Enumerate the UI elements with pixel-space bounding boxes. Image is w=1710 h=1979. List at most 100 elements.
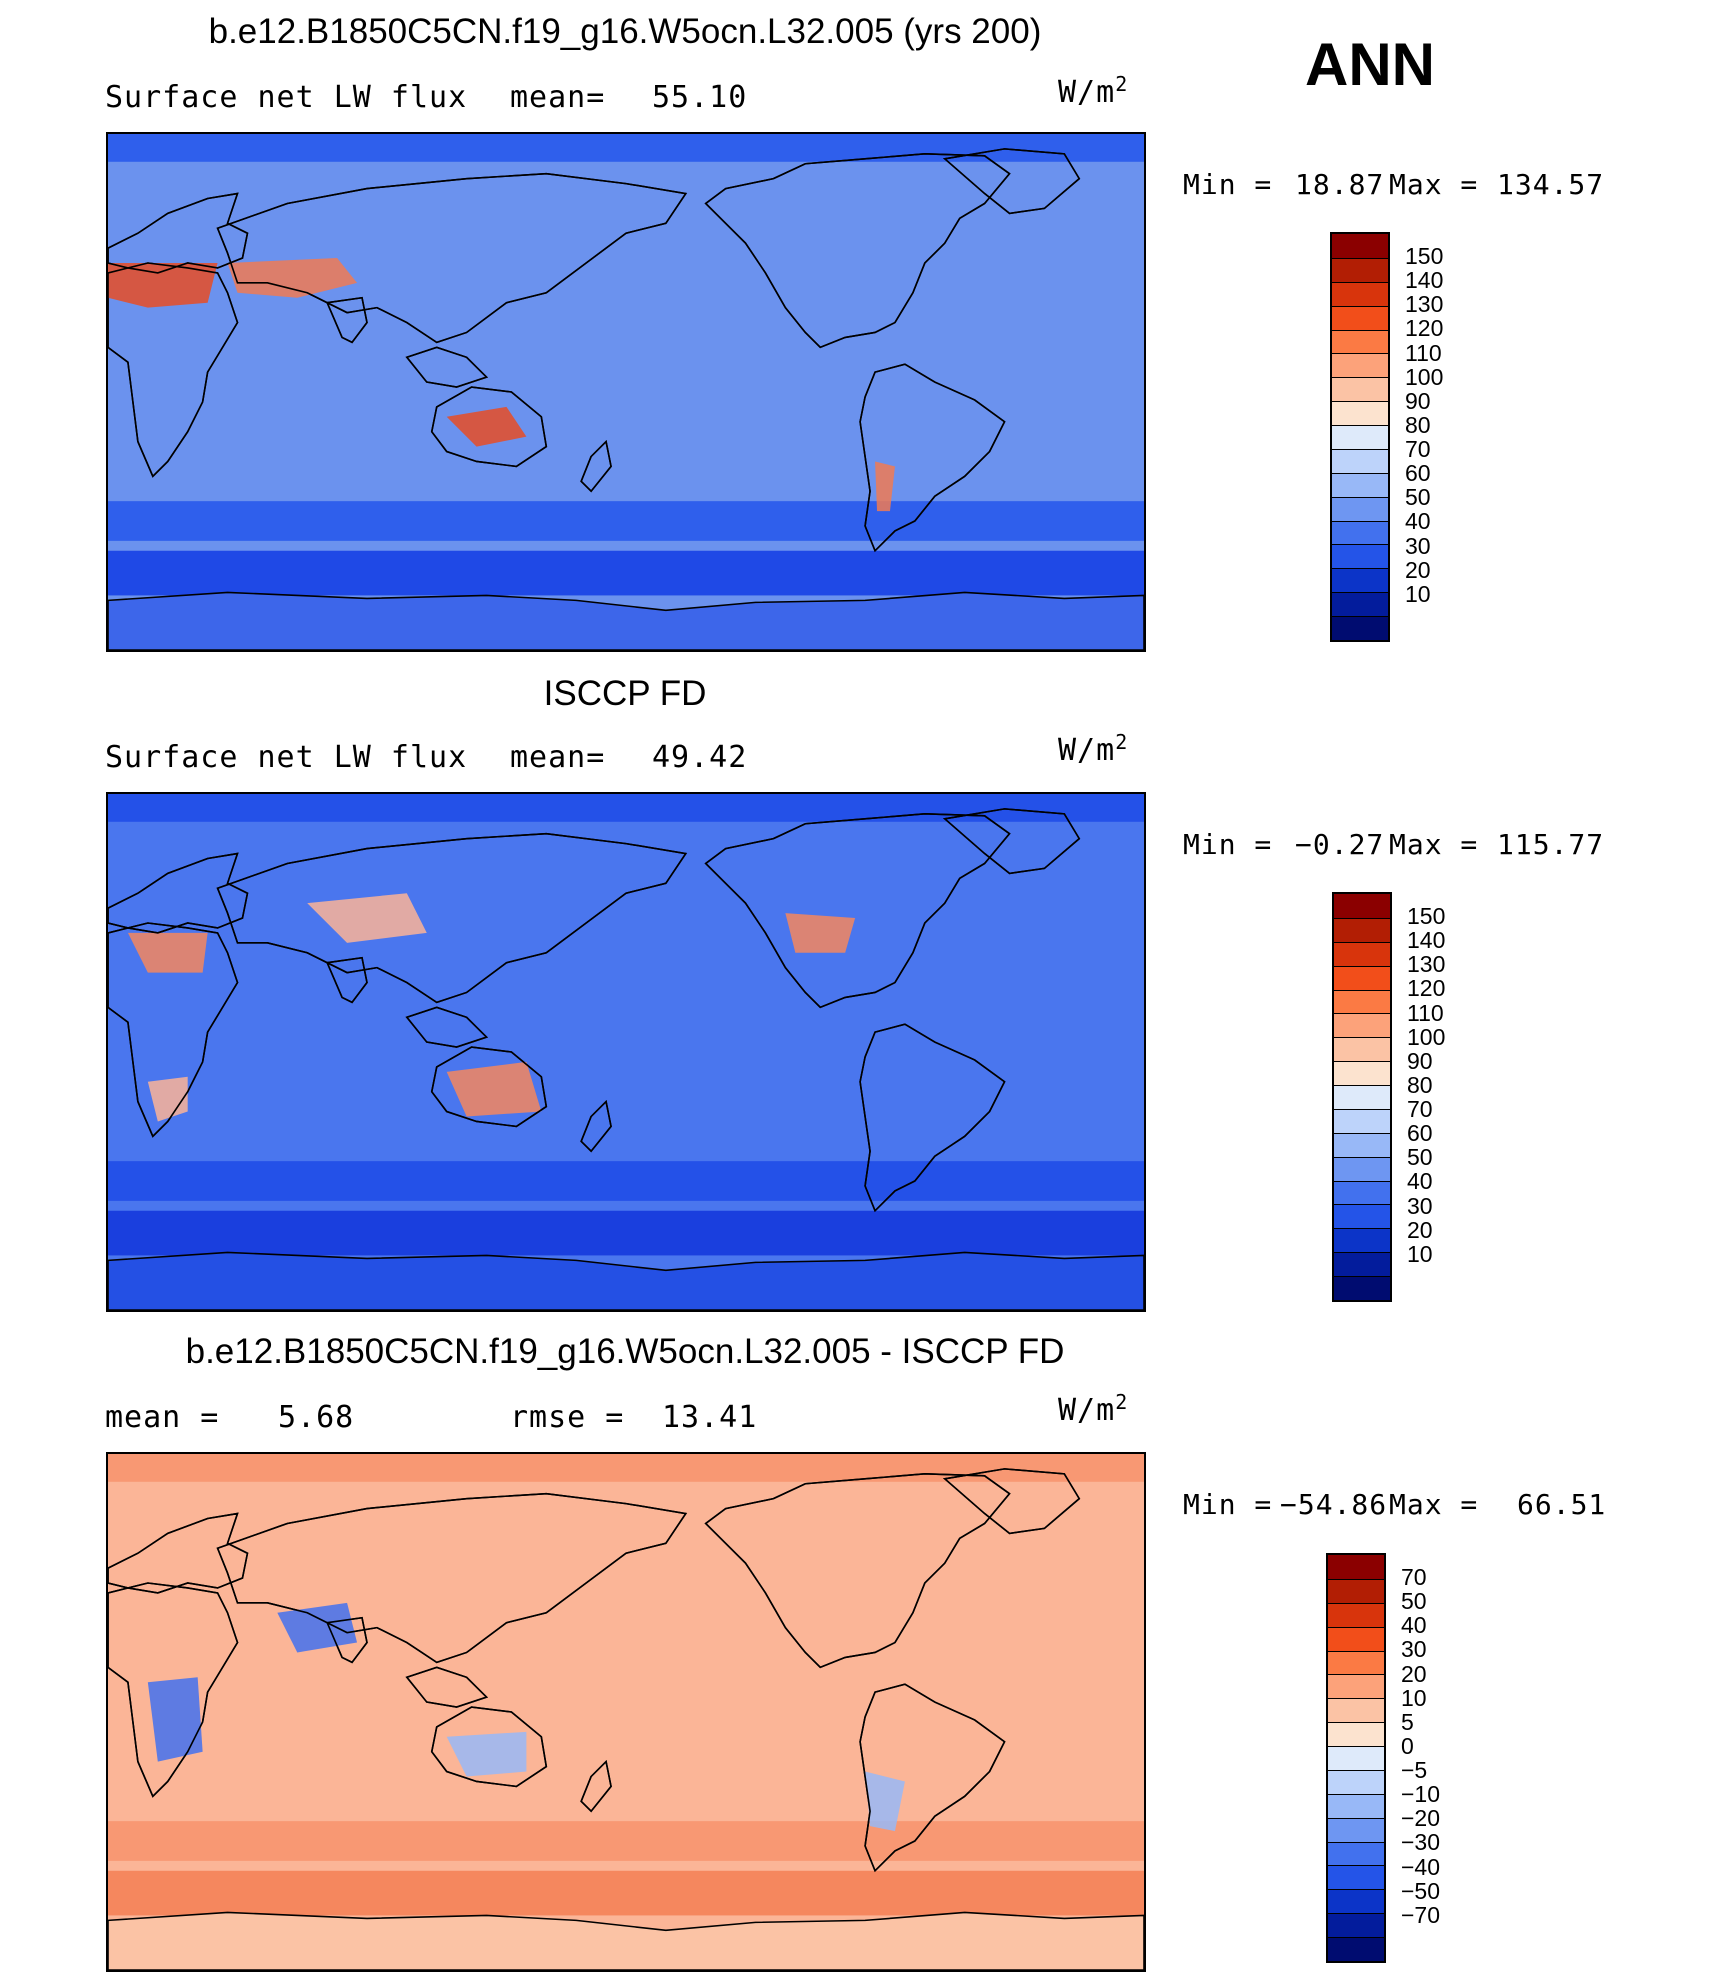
contour-region	[307, 893, 427, 943]
colorbar-swatch	[1334, 1156, 1390, 1181]
panel-obs-title: ISCCP FD	[543, 674, 707, 713]
coastline-europe	[108, 192, 249, 274]
colorbar-tick-label: 20	[1405, 556, 1431, 583]
coastline-africa	[108, 1582, 239, 1798]
zonal-band	[108, 501, 1144, 541]
panel-diff-colorbar	[1326, 1553, 1386, 1963]
colorbar-swatch	[1332, 401, 1388, 426]
zonal-band	[108, 1161, 1144, 1201]
panel-diff-max-value: 66.51	[1517, 1488, 1607, 1521]
colorbar-tick-label: −70	[1401, 1901, 1441, 1928]
colorbar-swatch	[1334, 1037, 1390, 1062]
colorbar-swatch	[1332, 234, 1388, 258]
continent-antarctica	[108, 1911, 1144, 1970]
contour-region	[446, 1061, 542, 1117]
colorbar-tick-label: 50	[1407, 1144, 1433, 1171]
panel-model-colorbar	[1330, 232, 1390, 642]
colorbar-swatch	[1328, 1937, 1384, 1961]
zonal-band	[108, 1210, 1144, 1256]
panel-obs-min-label: Min =	[1183, 828, 1273, 861]
colorbar-swatch	[1332, 544, 1388, 569]
colorbar-tick-label: 90	[1405, 387, 1431, 414]
colorbar-swatch	[1334, 894, 1390, 918]
colorbar-swatch	[1332, 592, 1388, 617]
colorbar-tick-label: 120	[1405, 315, 1444, 342]
colorbar-tick-label: −30	[1401, 1829, 1441, 1856]
panel-diff-rmse-label: rmse =	[510, 1400, 625, 1435]
panel-diff-min-label: Min =	[1183, 1488, 1273, 1521]
colorbar-tick-label: 150	[1405, 243, 1444, 270]
colorbar-tick-label: 50	[1405, 484, 1431, 511]
panel-model-mean-value: 55.10	[652, 80, 748, 115]
coastline-greenland	[942, 1468, 1081, 1535]
coastline-africa	[108, 262, 239, 478]
colorbar-swatch	[1332, 257, 1388, 282]
colorbar-swatch	[1332, 377, 1388, 402]
panel-obs-mean-label: mean=	[510, 740, 606, 775]
contour-region	[127, 932, 208, 973]
colorbar-tick-label: 10	[1407, 1240, 1433, 1267]
colorbar-tick-label: 150	[1407, 903, 1446, 930]
colorbar-swatch	[1332, 472, 1388, 497]
colorbar-swatch	[1334, 1252, 1390, 1277]
colorbar-swatch	[1332, 448, 1388, 473]
colorbar-tick-label: 80	[1405, 411, 1431, 438]
coastline-india	[326, 1616, 368, 1664]
zonal-band	[108, 134, 1144, 162]
colorbar-swatch	[1328, 1698, 1384, 1723]
colorbar-swatch	[1328, 1650, 1384, 1675]
coastline-south-america	[859, 363, 1006, 553]
colorbar-swatch	[1334, 1180, 1390, 1205]
colorbar-swatch	[1332, 281, 1388, 306]
colorbar-tick-label: 40	[1405, 508, 1431, 535]
season-label: ANN	[1305, 31, 1435, 98]
colorbar-tick-label: 130	[1405, 291, 1444, 318]
panel-obs-mean-value: 49.42	[652, 740, 748, 775]
colorbar-tick-label: 50	[1401, 1588, 1427, 1615]
contour-region	[147, 1677, 203, 1762]
colorbar-tick-label: 60	[1405, 460, 1431, 487]
colorbar-tick-label: 110	[1405, 339, 1442, 366]
colorbar-tick-label: 20	[1407, 1216, 1433, 1243]
colorbar-swatch	[1328, 1769, 1384, 1794]
panel-obs-max-label: Max =	[1389, 828, 1479, 861]
colorbar-swatch	[1334, 989, 1390, 1014]
colorbar-swatch	[1334, 1108, 1390, 1133]
colorbar-swatch	[1334, 965, 1390, 990]
colorbar-tick-label: 60	[1407, 1120, 1433, 1147]
contour-region	[865, 1771, 905, 1832]
panel-obs-units: W/m2	[1058, 730, 1129, 768]
panel-diff-min-value: −54.86	[1280, 1488, 1388, 1521]
colorbar-swatch	[1332, 520, 1388, 545]
contour-region	[108, 263, 218, 308]
colorbar-swatch	[1328, 1578, 1384, 1603]
coastline-new-zealand	[580, 440, 612, 493]
coastline-europe	[108, 852, 249, 934]
colorbar-tick-label: 70	[1401, 1564, 1427, 1591]
panel-obs-max-value: 115.77	[1497, 828, 1605, 861]
contour-region	[446, 406, 527, 447]
colorbar-tick-label: 40	[1407, 1168, 1433, 1195]
colorbar-swatch	[1334, 1204, 1390, 1229]
panel-model-title: b.e12.B1850C5CN.f19_g16.W5ocn.L32.005 (y…	[208, 12, 1042, 51]
panel-obs-min-value: −0.27	[1295, 828, 1385, 861]
panel-model-mean-label: mean=	[510, 80, 606, 115]
coastline-se-asia-islands	[405, 1006, 489, 1048]
zonal-band	[108, 1454, 1144, 1482]
colorbar-swatch	[1328, 1841, 1384, 1866]
colorbar-tick-label: 30	[1405, 532, 1431, 559]
colorbar-tick-label: 0	[1401, 1732, 1414, 1759]
coastline-australia	[430, 1046, 548, 1128]
panel-diff-map	[106, 1452, 1146, 1972]
colorbar-tick-label: 10	[1405, 580, 1431, 607]
colorbar-swatch	[1334, 1085, 1390, 1109]
panel-diff-rmse-value: 13.41	[662, 1400, 758, 1435]
coastline-south-america	[859, 1683, 1006, 1873]
panel-diff-mean-value: 5.68	[278, 1400, 355, 1435]
coastline-australia	[430, 386, 548, 468]
colorbar-tick-label: 40	[1401, 1612, 1427, 1639]
colorbar-swatch	[1328, 1602, 1384, 1627]
panel-model-min-value: 18.87	[1295, 168, 1385, 201]
colorbar-tick-label: 140	[1405, 267, 1444, 294]
coastline-new-zealand	[580, 1760, 612, 1813]
